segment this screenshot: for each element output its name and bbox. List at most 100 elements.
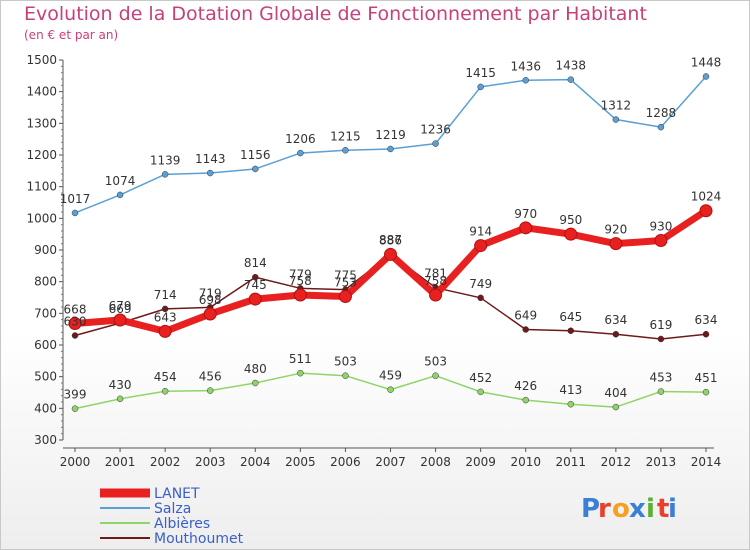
brand-letter: t: [657, 494, 669, 524]
data-point-lanet: [68, 316, 82, 330]
data-point-albires: [342, 372, 349, 379]
data-label-lanet: 698: [199, 293, 222, 307]
data-point-lanet: [474, 239, 488, 253]
legend-label-mouthoumet: Mouthoumet: [154, 531, 244, 547]
data-point-salza: [522, 77, 529, 84]
data-label-albires: 459: [379, 369, 402, 383]
data-point-albires: [387, 386, 394, 393]
data-label-salza: 1017: [60, 192, 91, 206]
data-point-albires: [567, 400, 575, 408]
data-label-salza: 1219: [375, 128, 406, 142]
y-tick-label: 400: [34, 401, 57, 415]
data-label-mouthoumet: 714: [154, 288, 177, 302]
legend-label-albires: Albières: [154, 516, 210, 532]
data-label-lanet: 753: [334, 276, 357, 290]
y-tick-label: 700: [34, 306, 57, 320]
y-tick-label: 1400: [26, 85, 57, 99]
data-point-mouthoumet: [567, 327, 575, 334]
chart-subtitle: (en € et par an): [24, 28, 119, 42]
x-tick-label: 2012: [601, 455, 632, 469]
data-point-mouthoumet: [71, 332, 79, 339]
data-label-albires: 456: [199, 370, 222, 384]
data-point-salza: [71, 209, 79, 217]
x-tick-label: 2008: [420, 455, 451, 469]
y-tick-label: 1100: [26, 180, 57, 194]
data-label-mouthoumet: 775: [334, 269, 357, 283]
data-point-mouthoumet: [252, 273, 259, 281]
data-label-albires: 503: [424, 355, 447, 369]
data-point-salza: [297, 149, 304, 157]
data-label-lanet: 930: [649, 220, 672, 234]
brand-letter: o: [612, 494, 630, 524]
data-point-lanet: [158, 324, 172, 338]
data-point-albires: [252, 379, 259, 387]
series-line-salza: [74, 75, 707, 214]
legend-label-lanet: LANET: [154, 486, 200, 502]
data-point-salza: [116, 191, 124, 199]
data-label-salza: 1448: [691, 55, 722, 69]
data-label-salza: 1438: [556, 59, 587, 73]
data-point-lanet: [338, 290, 352, 304]
data-point-lanet: [564, 227, 578, 241]
data-label-albires: 480: [244, 362, 267, 376]
x-tick-label: 2009: [465, 455, 496, 469]
data-label-mouthoumet: 669: [109, 302, 132, 316]
data-label-mouthoumet: 814: [244, 256, 267, 270]
data-point-albires: [702, 388, 710, 396]
data-point-albires: [657, 388, 665, 395]
brand-letter: P: [581, 494, 600, 524]
data-label-salza: 1236: [420, 123, 451, 137]
data-label-mouthoumet: 634: [604, 313, 627, 327]
data-label-salza: 1156: [240, 148, 271, 162]
data-point-mouthoumet: [657, 335, 665, 343]
data-point-albires: [477, 388, 484, 396]
chart-title: Evolution de la Dotation Globale de Fonc…: [24, 3, 647, 25]
data-point-lanet: [293, 288, 307, 302]
y-tick-label: 1000: [26, 211, 57, 225]
data-point-lanet: [699, 204, 713, 218]
y-tick-label: 500: [34, 370, 57, 384]
x-tick-label: 2000: [60, 455, 91, 469]
data-label-lanet: 643: [154, 310, 177, 324]
x-tick-label: 2001: [105, 455, 136, 469]
y-tick-label: 1200: [26, 148, 57, 162]
data-point-salza: [206, 169, 214, 177]
data-label-salza: 1312: [601, 99, 632, 113]
data-point-lanet: [609, 237, 623, 251]
data-label-albires: 399: [64, 388, 87, 402]
y-tick-label: 600: [34, 338, 57, 352]
data-label-mouthoumet: 749: [469, 277, 492, 291]
data-label-salza: 1139: [150, 153, 181, 167]
data-point-salza: [477, 83, 484, 91]
data-point-lanet: [429, 288, 443, 302]
data-point-mouthoumet: [161, 305, 169, 313]
data-label-salza: 1143: [195, 152, 226, 166]
data-point-albires: [206, 387, 214, 394]
x-tick-label: 2007: [375, 455, 406, 469]
data-point-lanet: [248, 292, 262, 306]
brand-letter: r: [598, 494, 611, 524]
data-label-salza: 1288: [646, 106, 677, 120]
brand-letter: i: [668, 494, 677, 524]
data-point-salza: [432, 140, 439, 147]
data-point-lanet: [654, 234, 668, 247]
x-tick-label: 2014: [691, 455, 722, 469]
data-point-salza: [252, 165, 259, 173]
y-tick-label: 900: [34, 243, 57, 257]
data-label-lanet: 950: [559, 213, 582, 227]
data-label-salza: 1206: [285, 132, 316, 146]
data-point-salza: [161, 171, 169, 178]
data-label-mouthoumet: 649: [514, 308, 537, 322]
data-label-mouthoumet: 887: [379, 233, 402, 247]
data-point-mouthoumet: [612, 330, 620, 338]
data-label-lanet: 970: [514, 207, 537, 221]
data-point-albires: [116, 395, 124, 403]
data-point-lanet: [113, 313, 127, 327]
data-label-lanet: 758: [424, 274, 447, 288]
y-tick-label: 1500: [26, 53, 57, 67]
brand-letter: x: [629, 494, 646, 524]
data-point-albires: [612, 403, 620, 411]
data-label-lanet: 920: [604, 223, 627, 237]
data-label-salza: 1215: [330, 129, 361, 143]
